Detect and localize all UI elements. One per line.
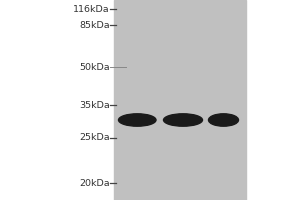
Text: 50kDa: 50kDa (79, 62, 110, 72)
Text: 20kDa: 20kDa (79, 178, 110, 188)
Text: 116kDa: 116kDa (73, 4, 110, 14)
Bar (114, 0, 246, 200)
Ellipse shape (118, 114, 156, 126)
Ellipse shape (208, 114, 238, 126)
Text: 25kDa: 25kDa (79, 134, 110, 142)
Text: 35kDa: 35kDa (79, 100, 110, 110)
Ellipse shape (164, 114, 202, 126)
Text: 85kDa: 85kDa (79, 21, 110, 29)
